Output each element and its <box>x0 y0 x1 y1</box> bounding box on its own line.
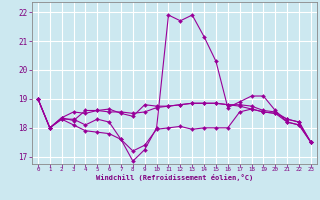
X-axis label: Windchill (Refroidissement éolien,°C): Windchill (Refroidissement éolien,°C) <box>96 174 253 181</box>
